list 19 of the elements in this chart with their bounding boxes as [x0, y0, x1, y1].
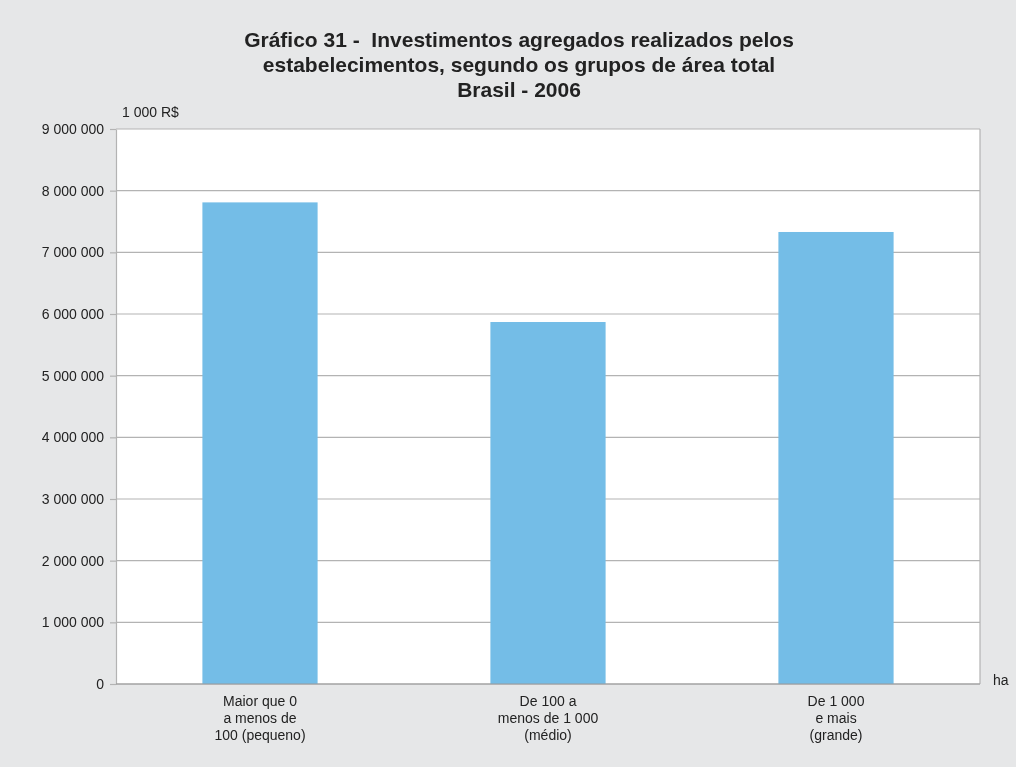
y-tick-label: 9 000 000: [41, 120, 105, 137]
y-tick-label: 2 000 000: [41, 552, 105, 569]
y-tick-label: 8 000 000: [41, 182, 105, 199]
bar: [202, 202, 318, 684]
x-tick-label: De 1 000 e mais (grande): [807, 693, 865, 743]
chart-title: Gráfico 31 - Investimentos agregados realizados pelos estabelecimentos, segundo os grupos de área total Brasil - 2006: [244, 28, 794, 101]
y-tick-label: 5 000 000: [41, 367, 105, 384]
y-tick-label: 1 000 000: [41, 614, 105, 631]
bar: [778, 231, 894, 684]
y-tick-label: 7 000 000: [41, 244, 105, 261]
x-tick-label: De 100 a menos de 1 000 (médio): [497, 693, 599, 743]
bar: [490, 322, 606, 684]
x-tick-label: Maior que 0 a menos de 100 (pequeno): [214, 693, 306, 743]
y-tick-label: 6 000 000: [41, 305, 105, 322]
y-tick-label: 3 000 000: [41, 490, 105, 507]
y-tick-label: 0: [96, 675, 105, 692]
x-axis-title: ha: [993, 672, 1009, 688]
y-axis-title: 1 000 R$: [122, 104, 180, 120]
y-tick-label: 4 000 000: [41, 429, 105, 446]
